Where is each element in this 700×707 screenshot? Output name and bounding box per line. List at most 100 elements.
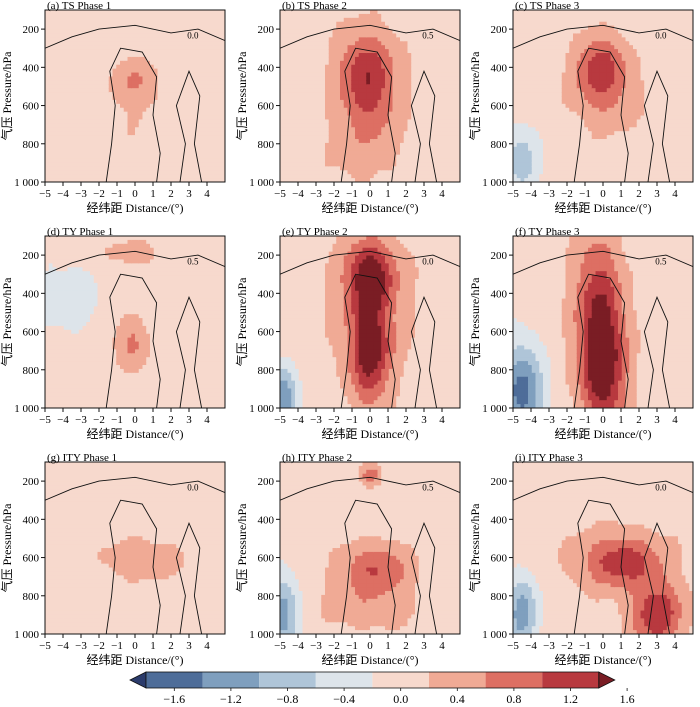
field-cell xyxy=(550,135,555,140)
field-cell xyxy=(157,64,162,70)
field-cell xyxy=(56,139,61,144)
field-cell xyxy=(283,115,289,121)
field-cell xyxy=(400,146,405,152)
field-cell xyxy=(180,92,185,97)
field-cell xyxy=(291,146,296,152)
field-cell xyxy=(161,139,166,144)
field-cell xyxy=(407,123,412,128)
field-cell xyxy=(48,72,54,78)
field-cell xyxy=(210,135,215,140)
field-cell xyxy=(385,60,390,66)
x-tick-label: 3 xyxy=(421,188,427,200)
field-cell xyxy=(328,154,334,160)
field-cell xyxy=(67,111,72,117)
field-cell xyxy=(116,139,121,144)
field-cell xyxy=(108,154,114,160)
field-cell xyxy=(325,146,330,152)
field-cell xyxy=(165,96,170,101)
field-cell xyxy=(112,33,117,38)
field-cell xyxy=(332,10,337,15)
field-cell xyxy=(78,33,84,38)
field-cell xyxy=(52,60,57,66)
field-cell xyxy=(332,49,337,54)
field-cell xyxy=(317,96,322,101)
field-cell xyxy=(213,37,219,42)
field-cell xyxy=(539,150,544,156)
field-cell xyxy=(392,135,397,140)
field-cell xyxy=(516,53,522,58)
field-cell xyxy=(340,76,345,81)
field-cell xyxy=(67,84,72,89)
field-cell xyxy=(146,49,151,54)
field-cell xyxy=(543,37,548,42)
field-cell xyxy=(321,17,326,23)
field-cell xyxy=(403,166,409,171)
field-cell xyxy=(456,68,460,74)
field-cell xyxy=(569,41,574,46)
field-cell xyxy=(105,33,110,38)
field-cell xyxy=(176,115,181,121)
field-cell xyxy=(377,56,382,62)
field-cell xyxy=(291,99,296,105)
field-cell xyxy=(531,119,537,124)
field-cell xyxy=(441,96,446,101)
field-cell xyxy=(370,41,375,46)
field-cell xyxy=(82,29,87,35)
x-tick-label: −5 xyxy=(39,188,51,200)
field-cell xyxy=(116,21,121,27)
field-cell xyxy=(558,13,563,19)
field-cell xyxy=(161,158,166,164)
field-cell xyxy=(302,178,307,182)
field-cell xyxy=(370,150,375,156)
field-cell xyxy=(123,56,129,62)
field-cell xyxy=(366,131,371,136)
field-cell xyxy=(56,127,61,132)
field-cell xyxy=(108,115,114,121)
field-cell xyxy=(448,96,454,101)
field-cell xyxy=(370,162,375,167)
field-cell xyxy=(172,103,177,109)
field-cell xyxy=(366,158,371,164)
field-cell xyxy=(550,96,555,101)
field-cell xyxy=(340,80,345,85)
field-cell xyxy=(452,41,457,46)
field-cell xyxy=(280,17,285,23)
field-cell xyxy=(310,170,315,175)
field-cell xyxy=(448,131,454,136)
field-cell xyxy=(321,53,326,58)
field-cell xyxy=(67,72,72,78)
field-cell xyxy=(535,10,540,15)
field-cell xyxy=(183,45,189,50)
field-cell xyxy=(127,127,132,132)
field-cell xyxy=(321,178,326,182)
field-cell xyxy=(430,84,435,89)
field-cell xyxy=(108,127,114,132)
field-cell xyxy=(317,115,322,121)
field-cell xyxy=(407,33,412,38)
field-cell xyxy=(396,119,401,124)
field-cell xyxy=(135,103,140,109)
field-cell xyxy=(426,21,431,27)
field-cell xyxy=(295,53,300,58)
field-cell xyxy=(336,21,341,27)
field-cell xyxy=(135,96,140,101)
field-cell xyxy=(168,150,174,156)
field-cell xyxy=(138,76,144,81)
field-cell xyxy=(370,111,375,117)
field-cell xyxy=(78,135,84,140)
field-cell xyxy=(180,41,185,46)
field-cell xyxy=(78,158,84,164)
field-cell xyxy=(362,154,367,160)
field-cell xyxy=(561,139,567,144)
field-cell xyxy=(112,154,117,160)
field-cell xyxy=(452,162,457,167)
field-cell xyxy=(191,37,196,42)
field-cell xyxy=(426,53,431,58)
field-cell xyxy=(120,127,125,132)
field-cell xyxy=(524,53,529,58)
field-cell xyxy=(539,135,544,140)
field-cell xyxy=(535,99,540,105)
field-cell xyxy=(524,88,529,93)
field-cell xyxy=(554,115,559,121)
field-cell xyxy=(370,107,375,113)
